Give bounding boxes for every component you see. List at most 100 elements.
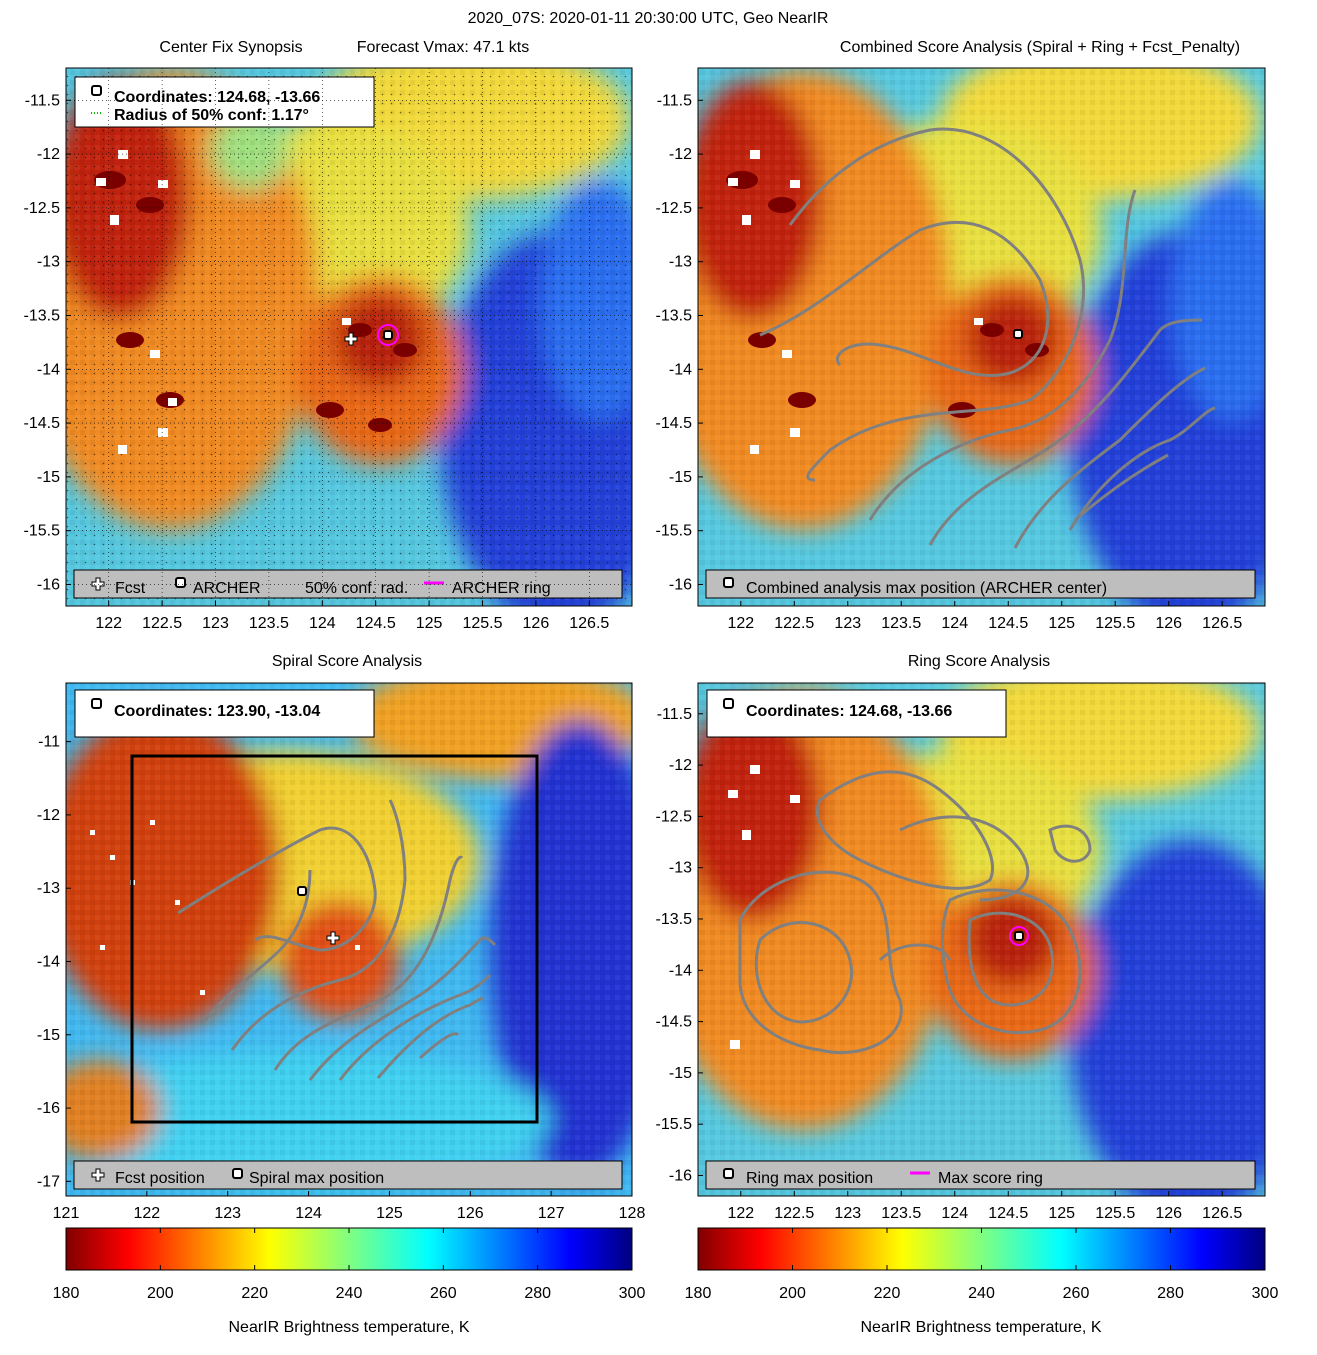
x-tick-label: 122.5	[142, 615, 182, 632]
panel-spiral-title: Spiral Score Analysis	[272, 653, 422, 670]
y-tick-label: -15	[669, 1065, 692, 1082]
x-tick-label: 122.5	[774, 1205, 814, 1222]
x-tick-label: 123.5	[249, 615, 289, 632]
combined-legend: Combined analysis max position (ARCHER c…	[705, 569, 1256, 599]
y-tick-label: -11	[38, 734, 60, 751]
y-tick-label: -15	[669, 469, 692, 486]
colorbar-left-ticks: 180 200 220 240 260 280 300	[53, 1228, 646, 1302]
y-tick-label: -13	[669, 254, 692, 271]
y-tick-label: -14.5	[24, 415, 61, 432]
panel-spiral: Spiral Score Analysis	[37, 653, 646, 1222]
y-tick-label: -16	[669, 1167, 692, 1184]
combined-heatmap	[698, 68, 1265, 606]
y-tick-label: -14.5	[656, 415, 693, 432]
ring-legend-ring: Max score ring	[938, 1170, 1043, 1187]
synopsis-archer-ring	[377, 324, 399, 346]
panel-combined-title: Combined Score Analysis (Spiral + Ring +…	[840, 39, 1240, 56]
x-tick-label: 126.5	[1202, 615, 1242, 632]
x-tick-label: 123	[834, 1205, 861, 1222]
x-tick-label: 122	[727, 615, 754, 632]
colorbar-tick-label: 240	[968, 1285, 995, 1302]
spiral-search-box	[130, 754, 539, 1124]
colorbar-tick-label: 300	[1252, 1285, 1279, 1302]
y-tick-label: -12	[37, 146, 60, 163]
y-tick-label: -16	[37, 1100, 60, 1117]
spiral-axes: 121 122 123 124 125 126 127 128 -11 -12 -13 -14 -15 -…	[37, 734, 646, 1222]
combined-max-marker	[1013, 329, 1023, 339]
y-tick-label: -15.5	[24, 523, 61, 540]
spiral-fcst-marker	[326, 931, 340, 945]
ring-max-marker	[1014, 931, 1024, 941]
y-tick-label: -17	[37, 1173, 60, 1190]
legend-archer-icon	[175, 577, 186, 588]
x-tick-label: 122	[727, 1205, 754, 1222]
synopsis-legend: Fcst ARCHER 50% conf. rad. ARCHER ring	[73, 569, 623, 599]
spiral-info-line1: Coordinates: 123.90, -13.04	[114, 703, 320, 720]
synopsis-archer-marker	[383, 330, 393, 340]
x-tick-label: 123	[834, 615, 861, 632]
figure-title: 2020_07S: 2020-01-11 20:30:00 UTC, Geo N…	[468, 10, 829, 27]
y-tick-label: -12.5	[656, 200, 693, 217]
colorbar-tick-label: 220	[874, 1285, 901, 1302]
synopsis-legend-fcst: Fcst	[115, 580, 146, 597]
y-tick-label: -14	[37, 953, 60, 970]
colorbar-tick-label: 200	[147, 1285, 174, 1302]
spiral-contours	[177, 799, 497, 1081]
x-tick-label: 125.5	[1095, 1205, 1135, 1222]
y-tick-label: -13.5	[656, 307, 693, 324]
x-tick-label: 124	[309, 615, 336, 632]
x-tick-label: 123.5	[881, 1205, 921, 1222]
y-tick-label: -16	[669, 576, 692, 593]
synopsis-fcst-marker	[344, 332, 358, 346]
x-tick-label: 126	[1155, 1205, 1182, 1222]
x-tick-label: 125	[1048, 1205, 1075, 1222]
ring-info-box: Coordinates: 124.68, -13.66	[706, 689, 1007, 738]
y-tick-label: -15.5	[656, 523, 693, 540]
colorbar-tick-label: 300	[619, 1285, 646, 1302]
panel-synopsis-title-left: Center Fix Synopsis	[159, 39, 302, 56]
panel-ring: Ring Score Analysis	[656, 653, 1266, 1222]
y-tick-label: -11.5	[657, 706, 692, 723]
colorbar-tick-label: 180	[53, 1285, 80, 1302]
colorbar-tick-label: 280	[524, 1285, 551, 1302]
ring-heatmap	[698, 683, 1265, 1196]
colorbar-right-label: NearIR Brightness temperature, K	[861, 1319, 1102, 1336]
ring-legend-max: Ring max position	[746, 1170, 873, 1187]
spiral-legend: Fcst position Spiral max position	[73, 1160, 623, 1190]
y-tick-label: -15	[37, 469, 60, 486]
colorbar-left: 180 200 220 240 260 280 300 NearIR Brightness …	[53, 1227, 646, 1336]
colorbar-left-label: NearIR Brightness temperature, K	[229, 1319, 470, 1336]
x-tick-label: 124	[295, 1205, 322, 1222]
x-tick-label: 126	[457, 1205, 484, 1222]
y-tick-label: -12	[669, 146, 692, 163]
x-tick-label: 125.5	[462, 615, 502, 632]
y-tick-label: -11.5	[657, 92, 692, 109]
colorbar-tick-label: 220	[241, 1285, 268, 1302]
y-tick-label: -12.5	[24, 200, 61, 217]
y-tick-label: -14.5	[656, 1014, 693, 1031]
x-tick-label: 126	[523, 615, 550, 632]
x-tick-label: 122	[95, 615, 122, 632]
synopsis-heatmap	[66, 68, 632, 606]
synopsis-legend-archer: ARCHER	[193, 580, 261, 597]
y-tick-label: -14	[37, 361, 60, 378]
synopsis-info-box: Coordinates: 124.68, -13.66 Radius of 50…	[74, 76, 375, 128]
y-tick-label: -13.5	[24, 307, 61, 324]
colorbar-tick-label: 240	[336, 1285, 363, 1302]
spiral-info-box: Coordinates: 123.90, -13.04	[74, 689, 375, 738]
x-tick-label: 122.5	[774, 615, 814, 632]
y-tick-label: -13	[37, 880, 60, 897]
panel-ring-title: Ring Score Analysis	[908, 653, 1050, 670]
x-tick-label: 124.5	[988, 615, 1028, 632]
x-tick-label: 125	[1048, 615, 1075, 632]
legend-spiral-max-icon	[232, 1168, 243, 1179]
colorbar-tick-label: 260	[1063, 1285, 1090, 1302]
spiral-max-marker	[297, 886, 307, 896]
y-tick-label: -12.5	[656, 808, 693, 825]
x-tick-label: 124.5	[988, 1205, 1028, 1222]
x-tick-label: 125	[416, 615, 443, 632]
ring-info-line1: Coordinates: 124.68, -13.66	[746, 703, 952, 720]
panel-synopsis-title-right: Forecast Vmax: 47.1 kts	[357, 39, 530, 56]
colorbar-tick-label: 200	[779, 1285, 806, 1302]
